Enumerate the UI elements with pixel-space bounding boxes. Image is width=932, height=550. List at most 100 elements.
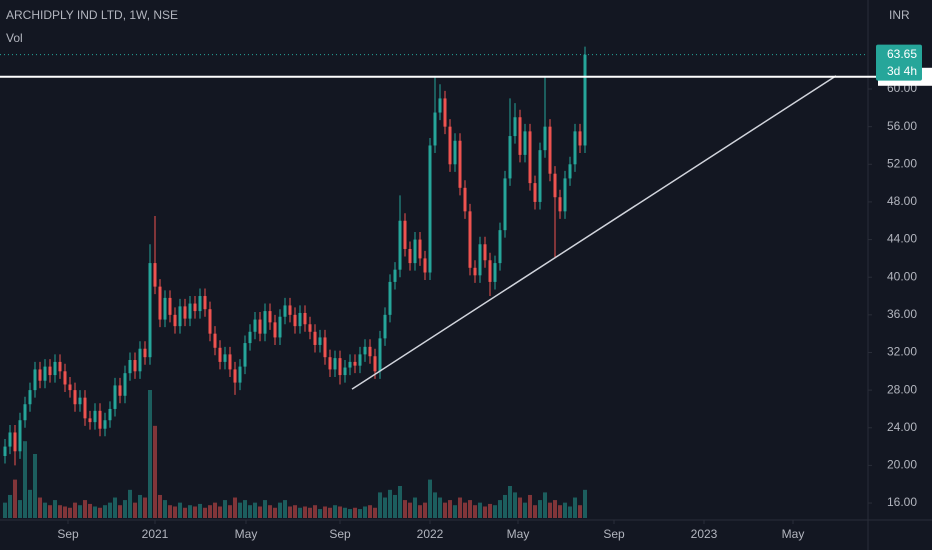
- volume-bar: [448, 500, 452, 518]
- volume-bar: [488, 503, 492, 518]
- countdown-label: 3d 4h: [887, 64, 917, 78]
- y-tick-label: 28.00: [887, 382, 917, 396]
- candle-body: [368, 346, 372, 357]
- candle-body: [323, 337, 327, 358]
- candle-body: [558, 197, 562, 212]
- volume-bar: [583, 489, 587, 518]
- volume-bar: [363, 506, 367, 518]
- volume-bar: [553, 500, 557, 518]
- candle-body: [28, 390, 32, 405]
- y-tick-label: 44.00: [887, 232, 917, 246]
- candle-body: [423, 258, 427, 273]
- volume-bar: [473, 505, 477, 518]
- candle-body: [413, 239, 417, 264]
- volume-bar: [518, 497, 522, 518]
- candle-body: [208, 309, 212, 334]
- volume-bar: [108, 502, 112, 518]
- volume-bar: [538, 500, 542, 518]
- volume-bar: [463, 502, 467, 518]
- candle-body: [48, 366, 52, 376]
- volume-bar: [453, 505, 457, 518]
- candle-body: [253, 319, 257, 332]
- volume-bar: [378, 492, 382, 518]
- volume-bar: [468, 500, 472, 518]
- candle-body: [433, 112, 437, 146]
- candle-body: [73, 390, 77, 405]
- volume-bar: [233, 497, 237, 518]
- candle-body: [428, 145, 432, 273]
- volume-bar: [103, 505, 107, 518]
- volume-bar: [113, 497, 117, 518]
- candle-body: [223, 354, 227, 362]
- candle-body: [488, 260, 492, 282]
- x-tick-label: Sep: [57, 527, 79, 541]
- volume-bar: [258, 506, 262, 518]
- volume-bar: [123, 500, 127, 518]
- volume-bar: [388, 489, 392, 518]
- volume-bar: [508, 486, 512, 518]
- candle-body: [373, 356, 377, 372]
- candle-body: [358, 354, 362, 366]
- volume-bar: [188, 505, 192, 518]
- candle-body: [88, 418, 92, 423]
- candle-body: [563, 178, 567, 212]
- candle-body: [228, 354, 232, 370]
- volume-bar: [323, 506, 327, 518]
- volume-label: Vol: [6, 31, 23, 45]
- candle-body: [438, 98, 442, 113]
- x-tick-label: 2022: [417, 527, 444, 541]
- volume-bar: [503, 494, 507, 518]
- candle-body: [383, 314, 387, 339]
- volume-bar: [303, 506, 307, 518]
- volume-bar: [213, 502, 217, 518]
- candle-body: [353, 361, 357, 366]
- candle-body: [378, 338, 382, 372]
- candle-body: [443, 98, 447, 127]
- volume-bar: [263, 500, 267, 518]
- volume-bar: [3, 502, 7, 518]
- volume-bar: [298, 507, 302, 518]
- volume-bar: [403, 500, 407, 518]
- candle-body: [573, 131, 577, 165]
- candle-body: [318, 337, 322, 345]
- candle-body: [218, 347, 222, 362]
- candle-body: [338, 358, 342, 376]
- candle-body: [403, 220, 407, 249]
- candle-body: [23, 404, 27, 421]
- volume-bar: [23, 441, 27, 518]
- candle-body: [163, 297, 167, 320]
- volume-bar: [68, 507, 72, 518]
- candle-body: [203, 296, 207, 310]
- volume-bar: [208, 505, 212, 518]
- volume-bar: [18, 500, 22, 518]
- volume-bar: [83, 500, 87, 518]
- volume-bar: [228, 505, 232, 518]
- volume-bar: [253, 502, 257, 518]
- x-tick-label: Sep: [329, 527, 351, 541]
- candle-body: [548, 126, 552, 174]
- candle-body: [293, 314, 297, 327]
- volume-bar: [128, 489, 132, 518]
- volume-bar: [273, 507, 277, 518]
- candle-body: [278, 316, 282, 338]
- volume-bar: [98, 507, 102, 518]
- volume-bar: [578, 505, 582, 518]
- candle-body: [538, 150, 542, 202]
- volume-bar: [483, 506, 487, 518]
- candle-body: [273, 322, 277, 338]
- volume-bar: [573, 497, 577, 518]
- candle-body: [458, 140, 462, 188]
- volume-bar: [408, 502, 412, 518]
- candle-body: [13, 432, 17, 452]
- volume-bar: [193, 506, 197, 518]
- candle-body: [498, 230, 502, 264]
- y-tick-label: 24.00: [887, 420, 917, 434]
- volume-bar: [333, 505, 337, 518]
- candle-body: [308, 324, 312, 332]
- last-price-label: 63.65: [887, 47, 917, 61]
- volume-bar: [163, 500, 167, 518]
- candle-body: [108, 408, 112, 421]
- volume-bar: [563, 502, 567, 518]
